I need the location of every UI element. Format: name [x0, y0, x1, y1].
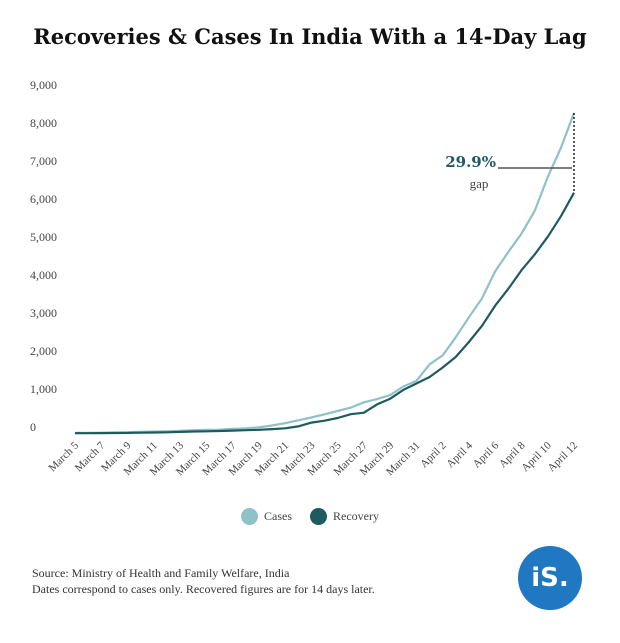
brand-logo: iS.: [518, 546, 582, 610]
y-axis: 0 1,000 2,000 3,000 4,000 5,000 6,000 7,000 8,00…: [30, 78, 57, 434]
y-tick-label: 1,000: [30, 382, 57, 396]
y-tick-label: 6,000: [30, 192, 57, 206]
line-chart: 0 1,000 2,000 3,000 4,000 5,000 6,000 7,000 8,00…: [30, 78, 580, 478]
x-tick-label: April 2: [418, 440, 449, 471]
legend-item-cases: Cases: [241, 508, 292, 525]
legend-label-cases: Cases: [264, 509, 292, 523]
legend: Cases Recovery: [0, 508, 620, 525]
source-line: Source: Ministry of Health and Family We…: [32, 566, 290, 580]
y-tick-label: 2,000: [30, 344, 57, 358]
y-tick-label: 0: [30, 420, 36, 434]
x-tick-label: April 6: [471, 439, 502, 470]
note-line: Dates correspond to cases only. Recovere…: [32, 582, 375, 596]
legend-swatch-recovery: [310, 508, 327, 525]
y-tick-label: 8,000: [30, 116, 57, 130]
x-tick-label: April 4: [444, 439, 475, 470]
series-line-cases: [74, 112, 576, 434]
y-tick-label: 9,000: [30, 78, 57, 92]
legend-swatch-cases: [241, 508, 258, 525]
y-tick-label: 3,000: [30, 306, 57, 320]
y-tick-label: 4,000: [30, 268, 57, 282]
series-lines: [74, 112, 576, 435]
gap-percent-label: 29.9%: [445, 153, 496, 171]
y-tick-label: 5,000: [30, 230, 57, 244]
x-tick-label: April 12: [545, 440, 580, 475]
y-tick-label: 7,000: [30, 154, 57, 168]
source-note: Source: Ministry of Health and Family We…: [32, 565, 375, 597]
legend-item-recovery: Recovery: [310, 508, 379, 525]
chart-title: Recoveries & Cases In India With a 14-Da…: [33, 24, 587, 49]
gap-annotation: 29.9% gap: [445, 113, 575, 193]
series-line-recovery: [75, 192, 575, 435]
legend-label-recovery: Recovery: [333, 509, 379, 523]
gap-text-label: gap: [470, 176, 489, 191]
